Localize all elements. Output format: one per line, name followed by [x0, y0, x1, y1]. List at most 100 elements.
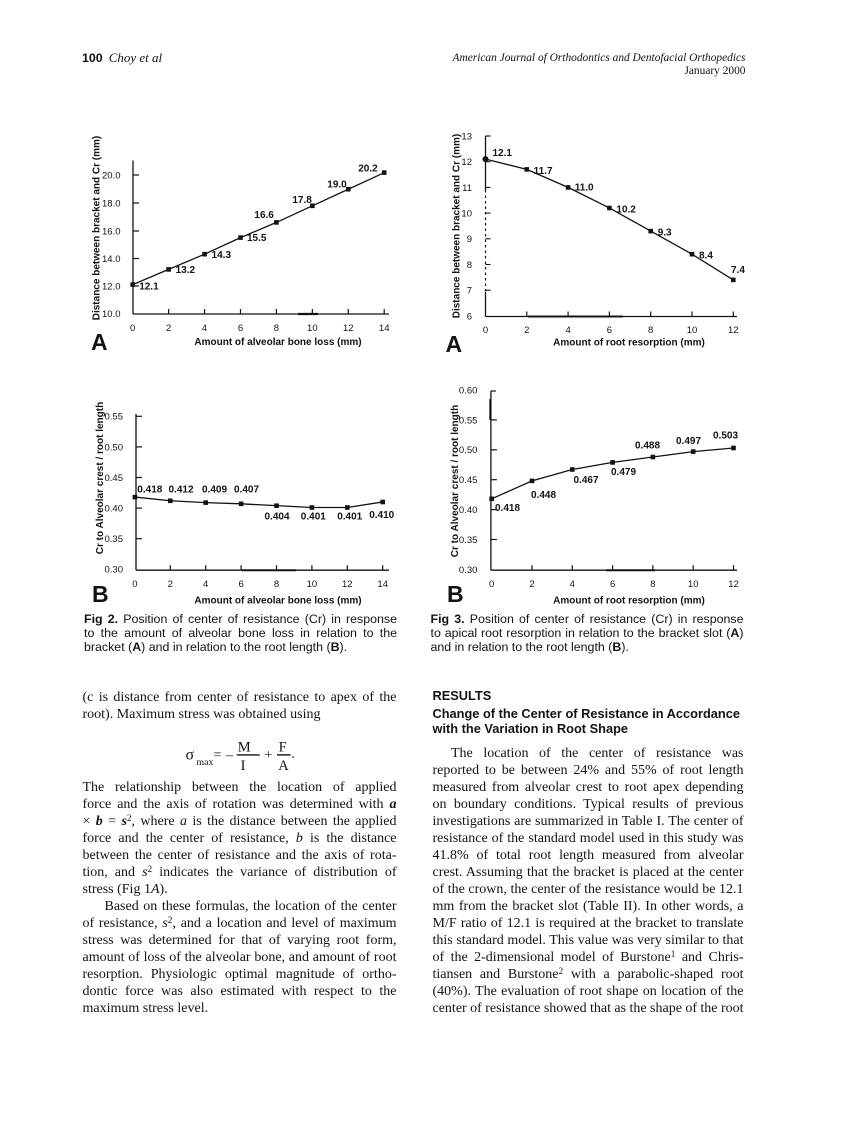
svg-text:0.418: 0.418 — [495, 503, 520, 514]
svg-text:20.2: 20.2 — [358, 164, 378, 175]
svg-text:10.0: 10.0 — [102, 309, 121, 320]
svg-text:7: 7 — [467, 286, 472, 297]
svg-text:10.2: 10.2 — [616, 204, 636, 215]
svg-text:F: F — [279, 739, 287, 755]
svg-text:0: 0 — [483, 325, 488, 336]
svg-text:8: 8 — [467, 260, 472, 271]
svg-text:Amount of alveolar bone loss (: Amount of alveolar bone loss (mm) — [194, 337, 361, 348]
svg-text:Amount of root resorption (mm): Amount of root resorption (mm) — [553, 338, 705, 349]
svg-text:6: 6 — [467, 311, 472, 322]
svg-text:0.410: 0.410 — [369, 510, 394, 521]
svg-text:A: A — [91, 329, 108, 355]
svg-text:A: A — [446, 331, 463, 357]
svg-text:7.4: 7.4 — [731, 265, 745, 276]
svg-text:12.1: 12.1 — [139, 282, 159, 293]
svg-text:10: 10 — [687, 325, 698, 336]
svg-text:2: 2 — [166, 323, 171, 334]
svg-text:0.409: 0.409 — [202, 484, 227, 495]
svg-text:+: + — [265, 748, 273, 763]
svg-text:8: 8 — [648, 325, 653, 336]
svg-text:20.0: 20.0 — [102, 170, 121, 181]
svg-text:6: 6 — [610, 579, 615, 590]
svg-text:0.418: 0.418 — [137, 484, 162, 495]
svg-text:9.3: 9.3 — [658, 228, 672, 239]
svg-text:6: 6 — [238, 579, 243, 590]
svg-text:13: 13 — [461, 131, 472, 142]
svg-text:0.467: 0.467 — [574, 475, 599, 486]
svg-text:0.401: 0.401 — [301, 512, 326, 523]
svg-text:4: 4 — [203, 579, 208, 590]
svg-text:0.45: 0.45 — [459, 475, 478, 486]
svg-text:12: 12 — [342, 579, 353, 590]
svg-text:4: 4 — [202, 323, 207, 334]
svg-text:–: – — [225, 748, 234, 763]
svg-text:Distance between bracket and C: Distance between bracket and Cr (mm) — [92, 136, 103, 321]
svg-text:10: 10 — [307, 323, 318, 334]
svg-text:0.40: 0.40 — [105, 504, 124, 515]
svg-text:=: = — [214, 748, 222, 763]
svg-text:B: B — [92, 581, 109, 607]
svg-text:13.2: 13.2 — [176, 265, 196, 276]
svg-text:0.55: 0.55 — [105, 412, 124, 423]
svg-text:9: 9 — [467, 234, 472, 245]
svg-text:A: A — [278, 758, 289, 774]
svg-text:0: 0 — [130, 323, 135, 334]
svg-text:0.488: 0.488 — [635, 441, 660, 452]
svg-text:2: 2 — [168, 579, 173, 590]
svg-text:0.497: 0.497 — [676, 436, 701, 447]
svg-text:16.6: 16.6 — [254, 210, 274, 221]
svg-text:4: 4 — [570, 579, 575, 590]
svg-text:Cr to Alveolar crest / root le: Cr to Alveolar crest / root length — [95, 402, 106, 554]
svg-text:11.0: 11.0 — [575, 183, 594, 194]
svg-text:14.3: 14.3 — [212, 250, 232, 261]
svg-text:0.448: 0.448 — [531, 490, 556, 501]
svg-text:10: 10 — [688, 579, 699, 590]
svg-text:16.0: 16.0 — [102, 226, 121, 237]
svg-text:0.479: 0.479 — [611, 467, 636, 478]
svg-text:0: 0 — [489, 579, 494, 590]
svg-text:19.0: 19.0 — [327, 179, 347, 190]
svg-text:0.407: 0.407 — [234, 484, 259, 495]
svg-text:Distance between bracket and C: Distance between bracket and Cr (mm) — [452, 134, 463, 319]
svg-text:0.50: 0.50 — [105, 442, 124, 453]
svg-text:M: M — [238, 739, 251, 755]
svg-text:14: 14 — [379, 323, 390, 334]
svg-text:10: 10 — [307, 579, 318, 590]
svg-text:0.60: 0.60 — [459, 385, 478, 396]
svg-text:σ: σ — [186, 746, 195, 763]
svg-text:.: . — [291, 747, 295, 762]
svg-text:8: 8 — [650, 579, 655, 590]
svg-text:18.0: 18.0 — [102, 198, 121, 209]
svg-text:0.50: 0.50 — [459, 445, 478, 456]
svg-text:17.8: 17.8 — [292, 195, 312, 206]
svg-text:12: 12 — [728, 325, 739, 336]
svg-text:0.45: 0.45 — [105, 473, 124, 484]
svg-text:4: 4 — [565, 325, 570, 336]
svg-text:6: 6 — [607, 325, 612, 336]
svg-text:6: 6 — [238, 323, 243, 334]
svg-text:0.40: 0.40 — [459, 505, 478, 516]
svg-text:11: 11 — [462, 183, 472, 194]
svg-text:14: 14 — [377, 579, 388, 590]
svg-text:15.5: 15.5 — [247, 233, 267, 244]
svg-text:0.30: 0.30 — [105, 565, 124, 576]
svg-text:Cr to Alveolar crest / root le: Cr to Alveolar crest / root length — [450, 405, 461, 557]
svg-text:0: 0 — [132, 579, 137, 590]
svg-text:12: 12 — [343, 323, 354, 334]
svg-text:8: 8 — [274, 323, 279, 334]
svg-text:0.412: 0.412 — [169, 484, 194, 495]
svg-text:0.404: 0.404 — [265, 512, 290, 523]
svg-text:0.30: 0.30 — [459, 565, 478, 576]
svg-text:B: B — [447, 581, 464, 607]
svg-text:8.4: 8.4 — [699, 251, 713, 262]
svg-text:0.35: 0.35 — [459, 535, 478, 546]
svg-text:0.401: 0.401 — [337, 512, 362, 523]
svg-text:10: 10 — [461, 209, 472, 220]
svg-text:2: 2 — [524, 325, 529, 336]
svg-text:0.503: 0.503 — [713, 431, 738, 442]
svg-text:Amount of alveolar bone loss: Amount of alveolar bone loss (mm) — [194, 596, 361, 607]
svg-text:12.0: 12.0 — [102, 281, 121, 292]
svg-text:12.1: 12.1 — [493, 148, 513, 159]
svg-text:8: 8 — [274, 579, 279, 590]
svg-text:12: 12 — [461, 157, 472, 168]
